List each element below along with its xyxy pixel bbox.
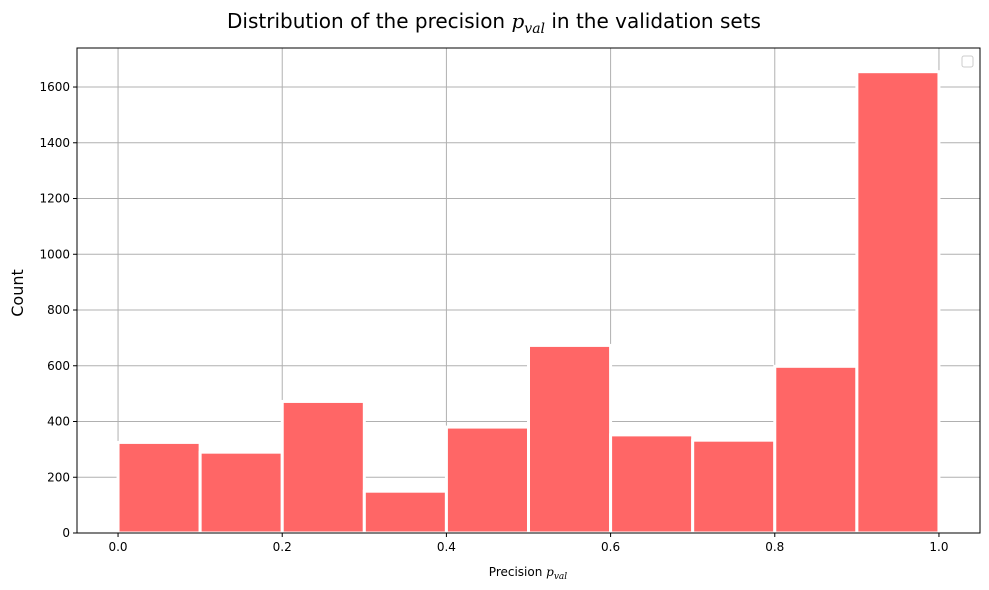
y-tick-label: 1200 [39, 192, 70, 206]
histogram-bar-0 [116, 440, 202, 535]
chart-title-suffix: in the validation sets [545, 9, 761, 33]
y-tick-label: 600 [47, 359, 70, 373]
histogram-bar-7 [691, 438, 777, 535]
x-tick-label: 0.4 [437, 540, 456, 554]
histogram-bar-2 [280, 399, 366, 535]
x-axis-label-prefix: Precision [489, 565, 546, 579]
x-tick-label: 0.6 [601, 540, 620, 554]
y-tick-label: 200 [47, 470, 70, 484]
bars [116, 70, 941, 535]
y-tick-label: 1000 [39, 247, 70, 261]
chart-title-symbol: p [511, 9, 524, 33]
x-axis-ticks: 0.0 0.2 0.4 0.6 0.8 1.0 [108, 533, 949, 554]
x-tick-label: 0.8 [765, 540, 784, 554]
y-axis-ticks: 0 200 400 600 800 1000 1200 1400 1600 [39, 80, 77, 540]
legend [961, 55, 974, 68]
x-axis-label: Precision pval [489, 565, 567, 582]
y-tick-label: 1400 [39, 136, 70, 150]
histogram-bar-8 [773, 364, 859, 535]
chart-title: Distribution of the precision pval in th… [227, 9, 761, 37]
x-tick-label: 0.2 [273, 540, 292, 554]
histogram-bar-4 [444, 425, 530, 535]
histogram-bar-9 [855, 70, 941, 535]
x-axis-label-symbol: p [546, 565, 554, 579]
y-tick-label: 0 [62, 526, 70, 540]
histogram-bar-1 [198, 450, 284, 535]
y-tick-label: 1600 [39, 80, 70, 94]
y-axis-label: Count [8, 269, 27, 317]
chart-title-prefix: Distribution of the precision [227, 9, 511, 33]
x-axis-label-subscript: val [554, 572, 567, 582]
y-tick-label: 400 [47, 415, 70, 429]
histogram-bar-5 [527, 343, 613, 535]
histogram-bar-6 [609, 433, 695, 535]
plot-frame [76, 47, 981, 534]
chart-title-subscript: val [524, 21, 545, 37]
x-tick-label: 0.0 [108, 540, 127, 554]
y-tick-label: 800 [47, 303, 70, 317]
histogram-bar-3 [362, 489, 448, 535]
x-tick-label: 1.0 [929, 540, 948, 554]
